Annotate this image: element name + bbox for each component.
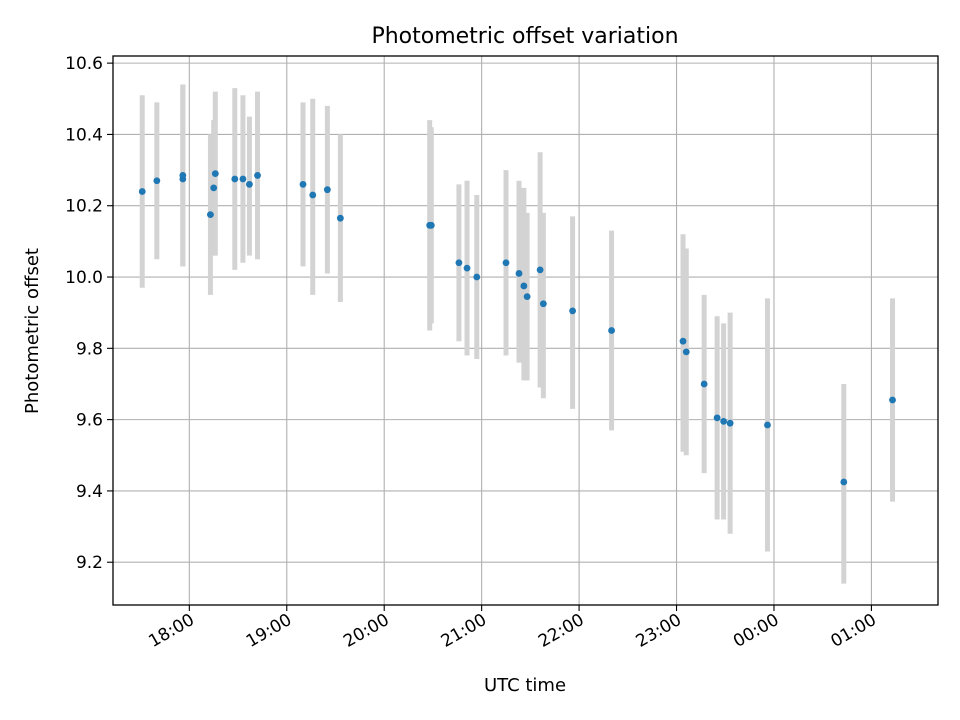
data-point [207,211,214,219]
y-tick-label: 9.2 [76,553,103,573]
data-point [179,172,187,179]
y-tick-label: 9.8 [76,339,103,359]
data-point [515,270,523,277]
y-tick-label: 9.4 [76,482,103,502]
data-point [455,259,463,267]
data-point [720,418,728,425]
y-tick-label: 10.4 [65,125,103,145]
data-point [726,419,734,427]
data-point [239,175,247,183]
data-point [569,307,576,315]
y-tick-label: 9.6 [76,411,103,431]
data-point [840,478,848,486]
y-tick-label: 10.2 [65,197,103,217]
chart-title: Photometric offset variation [371,24,678,49]
data-point [323,186,331,194]
data-point [520,282,528,290]
data-point [608,327,615,334]
x-axis-label: UTC time [484,675,566,696]
data-point [764,421,771,429]
data-point [682,348,690,356]
data-point [679,337,687,345]
data-points [138,170,896,486]
data-point [210,184,218,192]
data-point [502,259,510,267]
data-point [889,396,896,404]
data-point [713,414,721,422]
data-point [254,172,261,179]
data-point [299,180,307,188]
data-point [539,300,547,308]
data-point [427,221,435,229]
data-point [336,214,344,222]
data-point [246,180,253,188]
data-point [536,266,544,274]
y-axis-label: Photometric offset [22,248,43,414]
data-point [138,188,146,195]
data-point [153,177,161,185]
data-point [473,273,481,281]
y-tick-label: 10.0 [65,268,103,288]
data-point [523,293,531,301]
data-point [700,380,708,388]
data-point [231,175,239,183]
plot-frame [112,55,939,606]
y-axis: 9.2 9.4 9.6 9.8 10.0 10.2 10.4 10.6 [65,54,113,573]
data-point [463,264,471,272]
data-point [309,191,317,199]
y-tick-label: 10.6 [65,54,103,74]
data-point [211,170,219,178]
